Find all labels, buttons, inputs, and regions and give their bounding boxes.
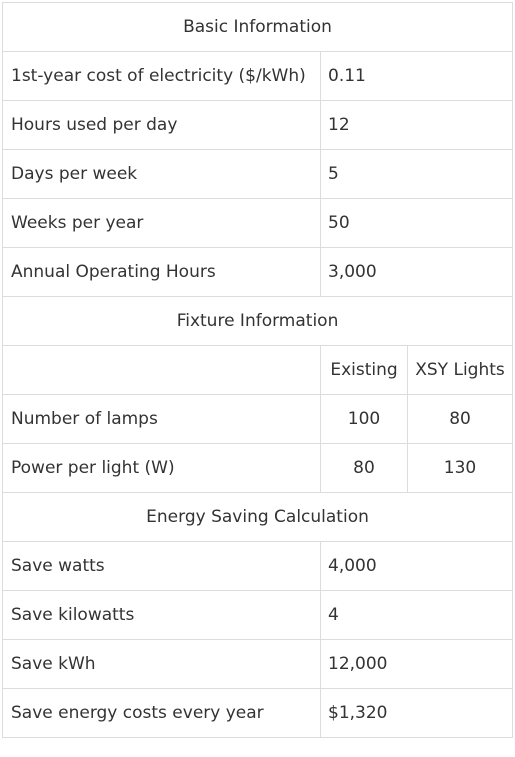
row-label: Power per light (W) [2, 443, 321, 493]
fixture-info-title: Fixture Information [1, 296, 514, 346]
section-header-row: Fixture Information [1, 296, 514, 346]
row-value: 4 [319, 590, 514, 640]
row-value: 5 [319, 149, 514, 199]
xsy-value: 80 [406, 394, 514, 444]
row-label: Save watts [2, 541, 321, 591]
table-row: Existing XSY Lights [2, 345, 514, 395]
section-header-row: Energy Saving Calculation [1, 492, 514, 542]
row-value: 50 [319, 198, 514, 248]
table-row: Save kWh 12,000 [2, 639, 514, 689]
table-row: Number of lamps 100 80 [2, 394, 514, 444]
row-label: 1st-year cost of electricity ($/kWh) [2, 51, 321, 101]
row-label: Annual Operating Hours [2, 247, 321, 297]
row-label: Save kWh [2, 639, 321, 689]
row-label: Save kilowatts [2, 590, 321, 640]
row-label: Weeks per year [2, 198, 321, 248]
row-label: Days per week [2, 149, 321, 199]
energy-savings-table: Basic Information 1st-year cost of elect… [1, 2, 514, 738]
table-row: Hours used per day 12 [2, 100, 514, 150]
row-value: 3,000 [319, 247, 514, 297]
table-row: 1st-year cost of electricity ($/kWh) 0.1… [2, 51, 514, 101]
table-row: Annual Operating Hours 3,000 [2, 247, 514, 297]
table-row: Weeks per year 50 [2, 198, 514, 248]
existing-value: 80 [320, 443, 408, 493]
energy-saving-title: Energy Saving Calculation [1, 492, 514, 542]
xsy-value: 130 [406, 443, 514, 493]
row-value: 12 [319, 100, 514, 150]
empty-cell [2, 345, 321, 395]
table-row: Save kilowatts 4 [2, 590, 514, 640]
row-value: 12,000 [319, 639, 514, 689]
row-label: Hours used per day [2, 100, 321, 150]
row-value: 4,000 [319, 541, 514, 591]
table-row: Power per light (W) 80 130 [2, 443, 514, 493]
column-header-existing: Existing [320, 345, 408, 395]
row-label: Save energy costs every year [2, 688, 321, 738]
column-header-xsy-lights: XSY Lights [406, 345, 514, 395]
basic-info-title: Basic Information [1, 2, 514, 52]
section-header-row: Basic Information [1, 2, 514, 52]
row-value: $1,320 [319, 688, 514, 738]
table-row: Save energy costs every year $1,320 [2, 688, 514, 738]
existing-value: 100 [320, 394, 408, 444]
row-value: 0.11 [319, 51, 514, 101]
table-row: Days per week 5 [2, 149, 514, 199]
table-row: Save watts 4,000 [2, 541, 514, 591]
row-label: Number of lamps [2, 394, 321, 444]
